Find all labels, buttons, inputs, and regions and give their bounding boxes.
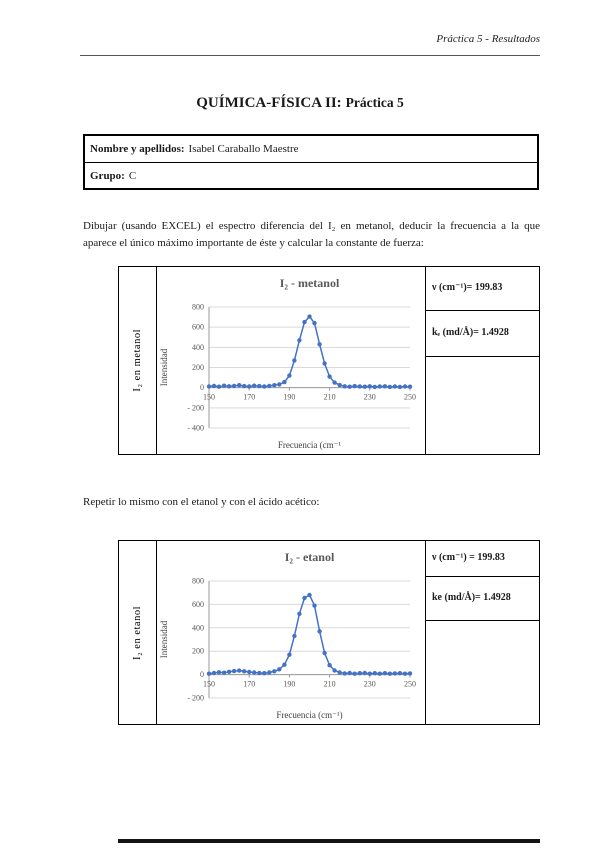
svg-text:800: 800 — [192, 577, 204, 586]
svg-text:250: 250 — [404, 393, 416, 402]
info-value-name: Isabel Caraballo Maestre — [188, 143, 299, 155]
result-force-constant-etanol-text: ke (md/Å)= 1.4928 — [432, 592, 511, 604]
svg-text:400: 400 — [192, 623, 204, 632]
svg-text:210: 210 — [324, 393, 336, 402]
svg-text:150: 150 — [203, 680, 215, 689]
result-frequency-etanol-text: ν (cm⁻¹) = 199.83 — [432, 552, 505, 564]
svg-text:- 200: - 200 — [187, 403, 204, 412]
svg-text:190: 190 — [283, 680, 295, 689]
info-row-group: Grupo: C — [85, 162, 537, 188]
result-frequency-metanol-text: ν (cm⁻¹)= 199.83 — [432, 282, 503, 294]
info-value-group: C — [128, 169, 137, 182]
result-frequency-metanol: ν (cm⁻¹)= 199.83 — [426, 267, 539, 311]
header-title: Práctica 5 - Resultados — [436, 33, 540, 45]
svg-text:230: 230 — [364, 393, 376, 402]
svg-text:600: 600 — [192, 600, 204, 609]
svg-text:210: 210 — [324, 680, 336, 689]
metanol-chart: 800 600 400 200 0 - 200 - 400 150 170 190 210 230 25… — [159, 276, 416, 450]
svg-text:250: 250 — [404, 680, 416, 689]
result-force-constant-metanol-text: kₑ (md/Å)= 1.4928 — [432, 327, 509, 339]
figure-etanol: I₂ en etanol 800 600 400 200 0 - 200 150 170 190… — [118, 540, 540, 725]
page-title: QUÍMICA-FÍSICA II: Práctica 5 — [0, 94, 600, 112]
figure-metanol: I₂ en metanol 800 600 400 200 0 - 200 - 400 150… — [118, 266, 540, 455]
info-row-name: Nombre y apellidos: Isabel Caraballo Mae… — [85, 136, 537, 162]
svg-text:150: 150 — [203, 393, 215, 402]
svg-text:- 200: - 200 — [187, 694, 204, 703]
figure-etanol-side-cell: I₂ en etanol — [119, 541, 157, 724]
header-rule — [80, 55, 540, 56]
svg-text:230: 230 — [364, 680, 376, 689]
figure-metanol-side-cell: I₂ en metanol — [119, 267, 157, 454]
svg-text:- 400: - 400 — [187, 424, 204, 433]
svg-text:190: 190 — [283, 393, 295, 402]
svg-text:200: 200 — [192, 363, 204, 372]
page-title-main: QUÍMICA-FÍSICA II: — [196, 95, 342, 111]
svg-text:0: 0 — [200, 383, 204, 392]
svg-text:Frecuencia (cm⁻¹): Frecuencia (cm⁻¹) — [276, 710, 342, 720]
figure-etanol-results: ν (cm⁻¹) = 199.83 ke (md/Å)= 1.4928 — [425, 541, 539, 724]
svg-text:Intensidad: Intensidad — [159, 348, 169, 386]
figure-etanol-chart-cell: 800 600 400 200 0 - 200 150 170 190 210 230 250 I₂ -… — [157, 541, 425, 724]
svg-text:200: 200 — [192, 647, 204, 656]
figure-metanol-side-label: I₂ en metanol — [132, 329, 143, 392]
paragraph-repeat: Repetir lo mismo con el etanol y con el … — [83, 496, 320, 508]
svg-text:600: 600 — [192, 323, 204, 332]
svg-text:Intensidad: Intensidad — [159, 620, 169, 658]
info-table: Nombre y apellidos: Isabel Caraballo Mae… — [83, 134, 539, 190]
info-label-name: Nombre y apellidos: — [90, 143, 185, 155]
etanol-chart: 800 600 400 200 0 - 200 150 170 190 210 230 250 I₂ -… — [159, 550, 416, 720]
result-empty-cell-etanol — [426, 621, 539, 724]
svg-text:800: 800 — [192, 303, 204, 312]
svg-text:0: 0 — [200, 670, 204, 679]
svg-text:Frecuencia (cm⁻¹: Frecuencia (cm⁻¹ — [278, 440, 341, 450]
result-empty-cell-metanol — [426, 357, 539, 454]
svg-text:400: 400 — [192, 343, 204, 352]
next-figure-top-edge — [118, 839, 540, 843]
figure-metanol-chart-cell: 800 600 400 200 0 - 200 - 400 150 170 190 210 230 25… — [157, 267, 425, 454]
svg-text:170: 170 — [243, 680, 255, 689]
figure-metanol-results: ν (cm⁻¹)= 199.83 kₑ (md/Å)= 1.4928 — [425, 267, 539, 454]
result-frequency-etanol: ν (cm⁻¹) = 199.83 — [426, 541, 539, 577]
svg-text:I₂ - metanol: I₂ - metanol — [280, 276, 340, 290]
result-force-constant-etanol: ke (md/Å)= 1.4928 — [426, 577, 539, 621]
figure-etanol-side-label: I₂ en etanol — [132, 605, 143, 660]
info-label-group: Grupo: — [90, 169, 125, 182]
paragraph-instructions: Dibujar (usando EXCEL) el espectro difer… — [83, 220, 540, 250]
svg-text:I₂ - etanol: I₂ - etanol — [285, 550, 335, 564]
svg-text:170: 170 — [243, 393, 255, 402]
result-force-constant-metanol: kₑ (md/Å)= 1.4928 — [426, 311, 539, 357]
page-title-sub: Práctica 5 — [345, 95, 404, 110]
